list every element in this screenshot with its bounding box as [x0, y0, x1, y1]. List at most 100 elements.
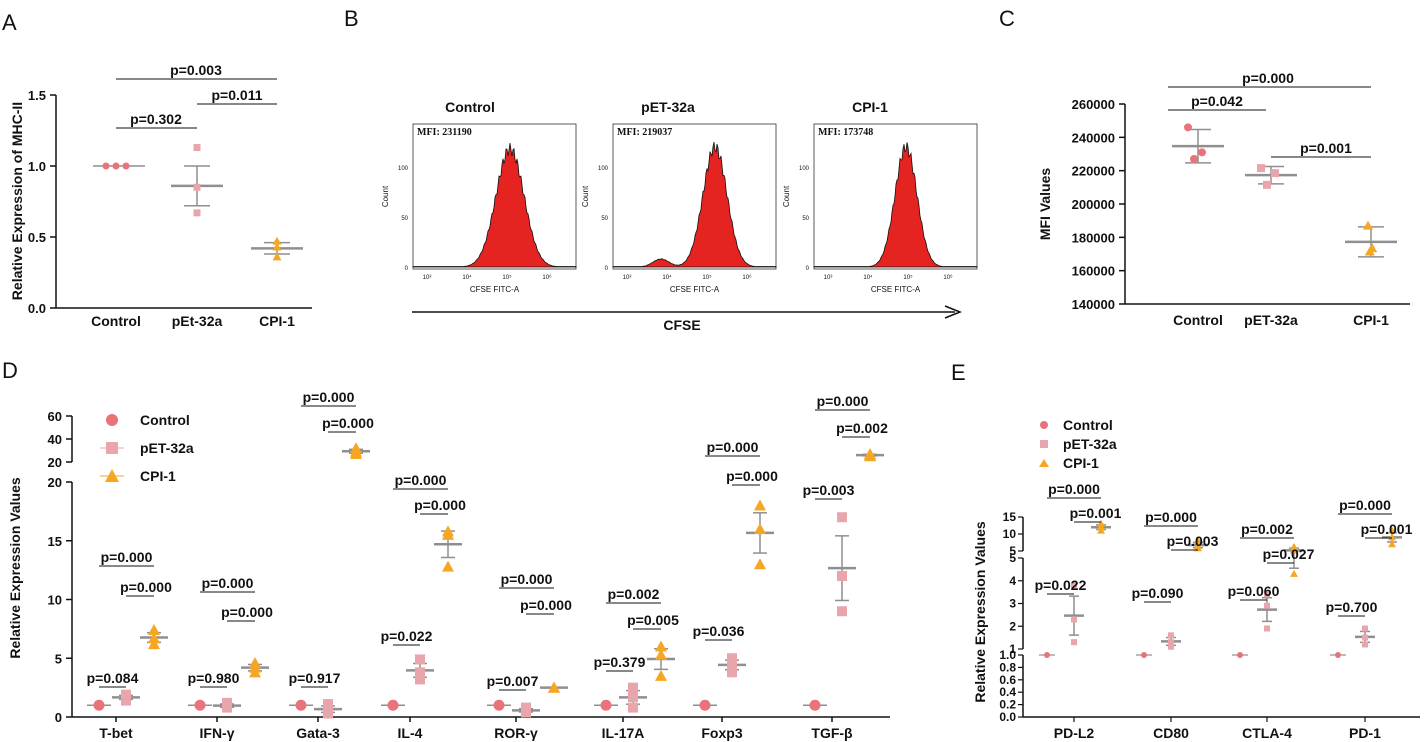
panel-c-xtick-0: Control [1173, 312, 1223, 328]
panel-c-ytick: 240000 [1072, 130, 1115, 145]
panel-e-ytick-c: 15 [1003, 510, 1017, 524]
panel-d-xtick: Foxp3 [701, 725, 742, 741]
hist-xtick: 10⁶ [742, 274, 752, 281]
panel-d-point [249, 666, 261, 678]
panel-e-ytick-a: 0.2 [999, 698, 1016, 712]
panel-d-xtick: Gata-3 [296, 725, 340, 741]
panel-e-point [1388, 526, 1396, 534]
panel-d-point [809, 699, 821, 711]
hist-xtick: 10⁴ [662, 274, 672, 281]
panel-d-point [387, 699, 399, 711]
hist-xtick: 10⁶ [542, 274, 552, 281]
panel-a-pvalue-0: p=0.302 [130, 111, 182, 127]
panel-d-point [415, 674, 425, 685]
panel-e-point [1071, 582, 1077, 589]
hist-xtick: 10⁵ [903, 274, 913, 281]
panel-e-ytick-b: 4 [1009, 574, 1016, 588]
panel-e-point [1044, 652, 1050, 658]
panel-c-point [1184, 123, 1192, 132]
panel-c-xtick-1: pET-32a [1244, 312, 1298, 328]
panel-d-pvalue-low: p=0.917 [289, 670, 341, 686]
panel-c-pvalue-1: p=0.001 [1300, 140, 1352, 156]
panel-a-point [193, 183, 201, 191]
panel-d-pvalue-low: p=0.379 [594, 654, 646, 670]
panel-a-point [112, 162, 120, 170]
panel-e: 0.00.20.40.60.81.01 2 3 4 55 10 15 Relative Ex… [972, 417, 1420, 741]
panel-label-a: A [2, 10, 17, 35]
panel-e-point [1141, 652, 1147, 658]
panel-d-pvalue-top: p=0.000 [395, 472, 447, 488]
panel-e-pvalue-low: p=0.022 [1035, 577, 1087, 593]
panel-e-errbar [1257, 596, 1277, 623]
panel-d-point [222, 702, 232, 713]
legend-e-marker-control [1040, 421, 1048, 429]
panel-d-pvalue-mid: p=0.000 [520, 597, 572, 613]
panel-d-point [415, 667, 425, 678]
panel-d-point [521, 707, 531, 718]
panel-d-pvalue-mid: p=0.000 [322, 415, 374, 431]
panel-d-pvalue-low: p=0.022 [381, 628, 433, 644]
panel-d-pvalue-mid: p=0.000 [414, 497, 466, 513]
panel-d-xtick: IL-17A [602, 725, 645, 741]
panel-d-point [837, 571, 847, 581]
panel-d-pvalue-low: p=0.007 [487, 673, 539, 689]
panel-d-xtick: TGF-β [811, 725, 853, 741]
panel-a-point [272, 236, 282, 245]
panel-e-pvalue-low: p=0.700 [1326, 599, 1378, 615]
panel-d-xtick: ROR-γ [494, 725, 538, 741]
panel-d-ytick: 5 [55, 651, 62, 666]
panel-d-pvalue-low: p=0.084 [87, 670, 139, 686]
panel-e-point [1168, 639, 1174, 646]
panel-d-xtick: IL-4 [398, 725, 423, 741]
hist-ytick: 50 [802, 216, 809, 222]
legend-marker-pet [106, 442, 118, 454]
panel-d-xtick: T-bet [99, 725, 133, 741]
panel-d-point [148, 624, 160, 636]
hist-xtick: 10⁶ [943, 274, 953, 281]
histogram-curve [813, 142, 978, 268]
panel-e-point [1237, 652, 1243, 658]
panel-c-ytick: 260000 [1072, 97, 1115, 112]
panel-d-pvalue-top: p=0.000 [501, 571, 553, 587]
panel-e-ytick-a: 0.8 [999, 660, 1016, 674]
panel-d-point [727, 659, 737, 670]
panel-d-pvalue-top: p=0.000 [101, 549, 153, 565]
panel-e-point [1388, 540, 1396, 548]
panel-d-point [864, 450, 876, 462]
panel-d-ylabel: Relative Expression Values [7, 477, 23, 659]
panel-e-pvalue-top: p=0.000 [1048, 481, 1100, 497]
panel-e-point [1362, 625, 1368, 632]
panel-a-ylabel: Relative Expression of MHC-II [9, 102, 25, 300]
panel-d-pvalue-top: p=0.000 [303, 389, 355, 405]
panel-c-xtick-2: CPI-1 [1353, 312, 1389, 328]
panel-e-ytick-b: 3 [1009, 597, 1016, 611]
legend-e-marker-pet [1040, 440, 1048, 448]
panel-e-ytick-c: 5 [1009, 544, 1016, 558]
panel-e-ytick-a: 0.0 [999, 710, 1016, 724]
hist-mfi-cpi: MFI: 173748 [818, 127, 873, 138]
panel-c-errbar [1172, 128, 1224, 164]
hist-ytick: 0 [605, 266, 609, 272]
legend-control: Control [140, 412, 190, 428]
panel-d-ytick-high: 20 [48, 455, 62, 470]
hist-title-pet: pET-32a [641, 99, 695, 115]
panel-e-point [1290, 546, 1298, 554]
panel-d-point [727, 667, 737, 678]
panel-d-point [93, 699, 105, 711]
panel-d-point [442, 528, 454, 540]
histogram-curve [612, 142, 777, 268]
panel-e-point [1194, 536, 1202, 544]
panel-c: 140000 160000 180000 200000 220000 240000 2600… [1037, 70, 1410, 328]
panel-e-ytick-a: 0.6 [999, 673, 1016, 687]
panel-e-point [1168, 643, 1174, 650]
panel-c-ytick: 180000 [1072, 230, 1115, 245]
hist-xtick: 10⁵ [702, 274, 712, 281]
histogram-curve [412, 143, 577, 268]
panel-c-ytick: 220000 [1072, 164, 1115, 179]
panel-d-point [628, 682, 638, 693]
hist-axis-xlabel: CFSE FITC-A [871, 285, 921, 294]
panel-e-point [1290, 569, 1298, 577]
panel-c-point [1198, 148, 1206, 157]
hist-xtick: 10⁴ [863, 274, 873, 281]
panel-d-point [837, 606, 847, 617]
